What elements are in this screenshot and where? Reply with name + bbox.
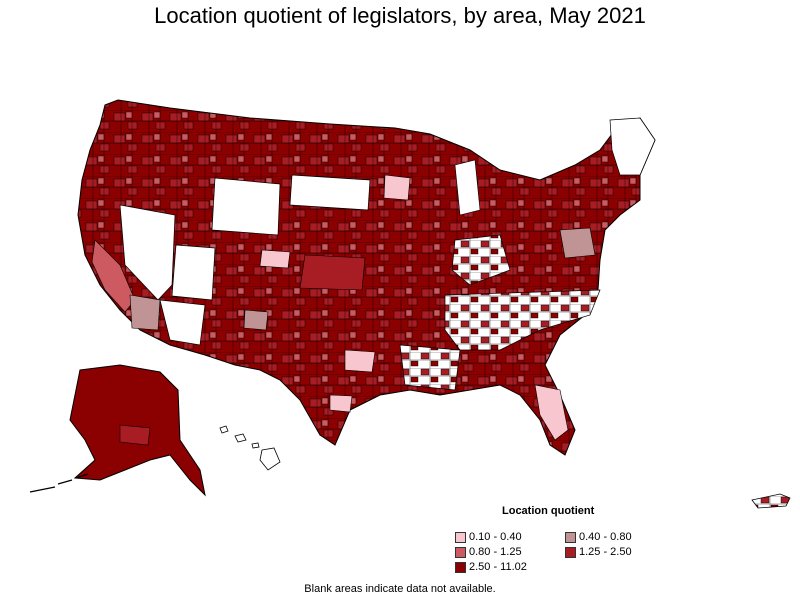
legend: Location quotient 0.10 - 0.40 0.40 - 0.8… — [455, 505, 685, 577]
legend-item-2: 0.40 - 0.80 — [565, 531, 632, 543]
legend-swatch-2 — [565, 531, 576, 543]
hawaii — [219, 425, 281, 471]
legend-label-1: 0.10 - 0.40 — [469, 531, 522, 543]
oklahoma-light — [299, 254, 366, 291]
legend-item-4: 1.25 - 2.50 — [565, 546, 632, 558]
arizona-light — [129, 294, 161, 331]
legend-label-3: 0.80 - 1.25 — [469, 546, 522, 558]
legend-item-1: 0.10 - 0.40 — [455, 531, 522, 543]
michigan-blank — [454, 159, 481, 216]
legend-label-5: 2.50 - 11.02 — [469, 561, 527, 573]
texas-light-2 — [329, 394, 353, 413]
legend-swatch-1 — [455, 531, 466, 543]
legend-label-2: 0.40 - 0.80 — [579, 531, 632, 543]
wyoming-blank — [211, 177, 281, 236]
texas-light — [344, 349, 376, 373]
florida-light — [534, 384, 569, 441]
nevada-blank — [119, 204, 176, 301]
ohio-valley-blank — [451, 234, 511, 286]
midatlantic-gray — [559, 227, 596, 259]
california-light — [91, 239, 136, 313]
puerto-rico — [751, 493, 791, 509]
colorado-light — [259, 249, 291, 269]
legend-swatch-3 — [455, 546, 466, 558]
arizona-blank — [159, 299, 206, 346]
legend-label-4: 1.25 - 2.50 — [579, 546, 632, 558]
alaska-region-light — [119, 424, 151, 446]
legend-swatch-4 — [565, 546, 576, 558]
utah-blank — [171, 244, 216, 301]
new-england-blank — [609, 117, 656, 176]
new-mexico-gray — [243, 309, 269, 331]
dakotas-blank — [289, 174, 371, 211]
mississippi-blank — [399, 344, 461, 391]
southeast-blank — [444, 289, 601, 351]
footnote: Blank areas indicate data not available. — [304, 583, 496, 595]
wisconsin-light — [383, 174, 411, 201]
legend-item-5: 2.50 - 11.02 — [455, 561, 527, 573]
aleutian-islands — [29, 473, 89, 493]
legend-title: Location quotient — [502, 505, 595, 517]
map-title: Location quotient of legislators, by are… — [154, 3, 646, 28]
legend-swatch-5 — [455, 561, 466, 573]
legend-item-3: 0.80 - 1.25 — [455, 546, 522, 558]
